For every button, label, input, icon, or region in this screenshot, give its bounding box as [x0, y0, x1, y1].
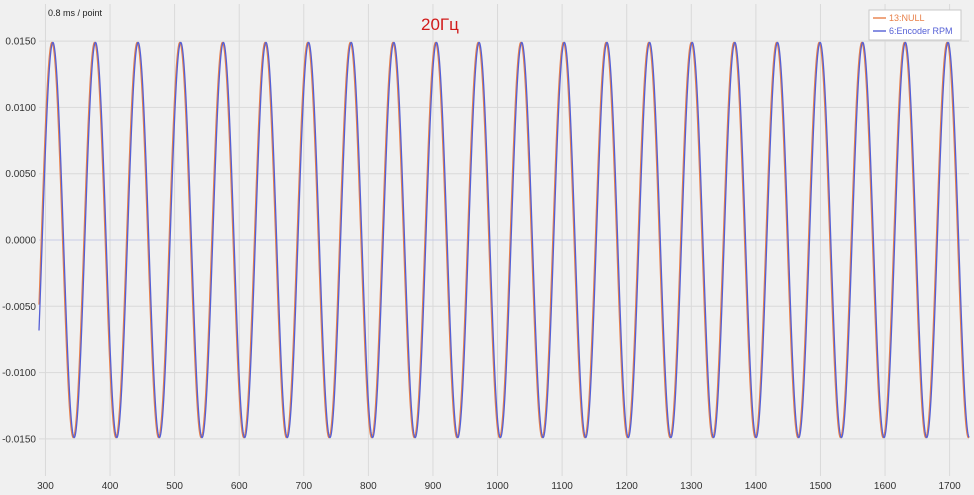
frequency-annotation: 20Гц	[421, 15, 459, 34]
legend-label-null: 13:NULL	[889, 13, 925, 23]
legend: 13:NULL 6:Encoder RPM	[868, 9, 962, 41]
y-axis-tick-labels: 0.0150 0.0100 0.0050 0.0000 -0.0050 -0.0100 -0…	[2, 37, 36, 446]
x-tick-label: 600	[231, 481, 248, 492]
y-tick-label: 0.0050	[5, 169, 36, 180]
series-line-encoder-rpm	[38, 41, 970, 439]
x-axis-tick-labels: 300 400 500 600 700 800 900 1000 1100 1200 1300 140…	[37, 481, 961, 492]
x-tick-label: 1200	[616, 481, 639, 492]
x-tick-label: 1100	[551, 481, 573, 492]
x-tick-label: 1700	[939, 481, 962, 492]
y-tick-label: 0.0100	[5, 103, 36, 114]
legend-box	[868, 9, 962, 41]
x-tick-label: 1300	[680, 481, 703, 492]
x-tick-label: 500	[166, 481, 183, 492]
series-line-null	[38, 41, 970, 439]
y-tick-label: -0.0150	[2, 434, 36, 445]
x-tick-label: 1600	[874, 481, 897, 492]
y-tick-label: 0.0150	[5, 37, 36, 48]
y-tick-label: -0.0050	[2, 302, 36, 313]
x-tick-label: 700	[295, 481, 312, 492]
y-tick-label: 0.0000	[5, 236, 36, 247]
series-layer	[38, 41, 970, 439]
x-tick-label: 1000	[486, 481, 509, 492]
x-tick-label: 400	[102, 481, 119, 492]
sample-rate-note: 0.8 ms / point	[48, 8, 103, 18]
legend-label-encoder-rpm: 6:Encoder RPM	[889, 26, 953, 36]
x-tick-label: 1400	[745, 481, 768, 492]
y-tick-label: -0.0100	[2, 368, 36, 379]
x-tick-label: 800	[360, 481, 377, 492]
x-tick-label: 300	[37, 481, 54, 492]
x-tick-label: 1500	[809, 481, 832, 492]
x-tick-label: 900	[425, 481, 442, 492]
